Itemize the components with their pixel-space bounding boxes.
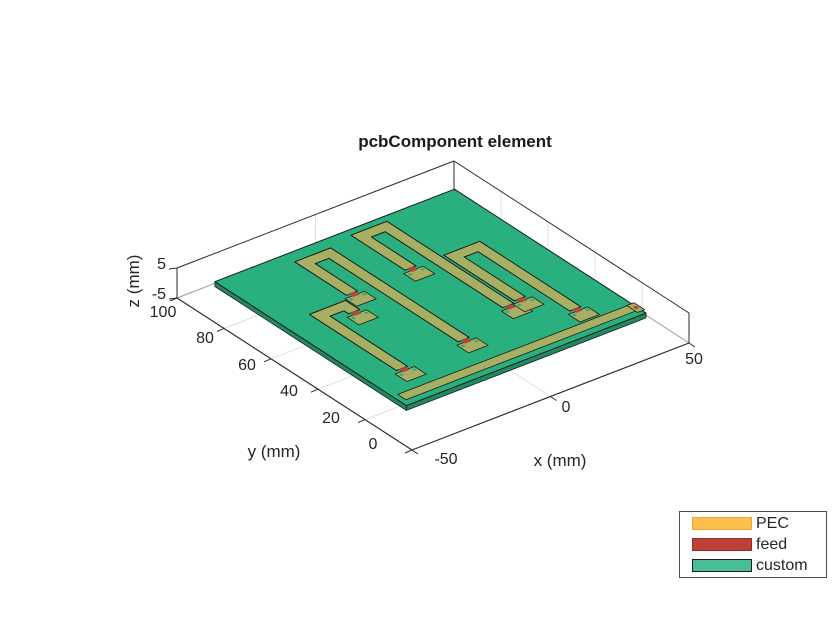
pcb-pad-notch	[350, 316, 357, 320]
z-tick-mark	[168, 267, 178, 270]
x-axis-label: x (mm)	[534, 451, 587, 470]
pcb-board-top	[214, 188, 647, 407]
pcb-pad-notch	[571, 313, 578, 317]
z-tick-mark	[168, 297, 178, 300]
legend-label-pec: PEC	[756, 514, 789, 532]
y-axis-line	[176, 297, 413, 451]
pcb-pad-notch	[584, 308, 591, 312]
z-tick-label: -5	[152, 286, 166, 303]
x-tick-mark	[411, 449, 419, 455]
y-axis-label: y (mm)	[248, 442, 301, 461]
pcb-feed-port	[398, 367, 410, 373]
pcb-pad	[394, 366, 427, 383]
pcb-pad-notch	[398, 373, 405, 377]
pcb-feed-port	[407, 266, 418, 272]
legend-label-custom: custom	[756, 556, 808, 574]
pcb-pad-notch	[406, 272, 413, 276]
z-tick-label: 5	[157, 256, 166, 273]
legend-item-pec: PEC	[692, 515, 826, 533]
pcb-pad-notch	[460, 344, 466, 348]
legend-swatch-custom	[692, 559, 752, 572]
y-tick-label: 60	[238, 357, 256, 374]
pcb-feed-port	[348, 291, 360, 297]
pcb-feed-port	[350, 310, 362, 316]
legend-item-feed: feed	[692, 536, 826, 554]
x-tick-label: 0	[562, 399, 571, 416]
y-tick-mark	[263, 358, 272, 363]
pcb-pad	[568, 306, 600, 323]
pcb-pad	[344, 290, 377, 307]
pcb-meander-trace	[309, 299, 409, 372]
pcb-pad-notch	[411, 368, 418, 372]
pcb-meander-trace	[350, 220, 515, 309]
pcb-pad-notch	[516, 303, 522, 307]
pcb-pad	[512, 296, 545, 313]
pcb-feed-port	[516, 297, 528, 303]
legend-label-feed: feed	[756, 535, 788, 553]
plot-geometry: -50 0 50 0 20 40 60 80 100 5 -5	[150, 160, 703, 468]
pcb-pad-notch	[504, 310, 511, 314]
pcb-feed-port	[505, 304, 516, 310]
legend-swatch-pec	[692, 517, 752, 530]
y-tick-mark	[357, 419, 366, 424]
pcb-feed-port	[572, 307, 583, 313]
y-tick-label: 100	[150, 304, 177, 321]
pcb-pad-notch	[473, 339, 479, 343]
pcb-pad	[403, 265, 436, 282]
y-tick-mark	[404, 449, 413, 454]
pcb-feed-port	[460, 338, 472, 344]
pcb-meander-trace	[443, 240, 582, 312]
x-tick-mark	[688, 342, 696, 348]
box-edge	[453, 160, 690, 314]
plot-title: pcbComponent element	[358, 132, 552, 151]
y-tick-label: 40	[280, 383, 298, 400]
pcb-pad-notch	[363, 311, 370, 315]
legend-swatch-feed	[692, 538, 752, 551]
legend[interactable]: PEC feed custom	[679, 511, 827, 578]
pcb-pad-notch	[529, 298, 535, 302]
y-tick-mark	[310, 388, 319, 393]
x-tick-label: 50	[685, 351, 703, 368]
y-tick-label: 20	[322, 410, 340, 427]
z-axis-label: z (mm)	[124, 255, 143, 308]
pcb-pad-notch	[348, 297, 354, 301]
pcb-pad-notch	[420, 267, 426, 271]
pcb-feed-port	[632, 305, 640, 310]
legend-item-custom: custom	[692, 557, 826, 575]
pcb-pad	[346, 309, 379, 326]
pcb-pad-notch	[361, 292, 367, 296]
pcb-pad	[456, 337, 489, 354]
y-tick-mark	[216, 327, 225, 332]
x-tick-label: -50	[434, 451, 457, 468]
y-tick-label: 80	[196, 330, 214, 347]
box-edge	[176, 160, 455, 269]
pcb-meander-trace	[294, 247, 470, 343]
x-tick-mark	[550, 396, 557, 401]
y-tick-label: 0	[369, 436, 378, 453]
